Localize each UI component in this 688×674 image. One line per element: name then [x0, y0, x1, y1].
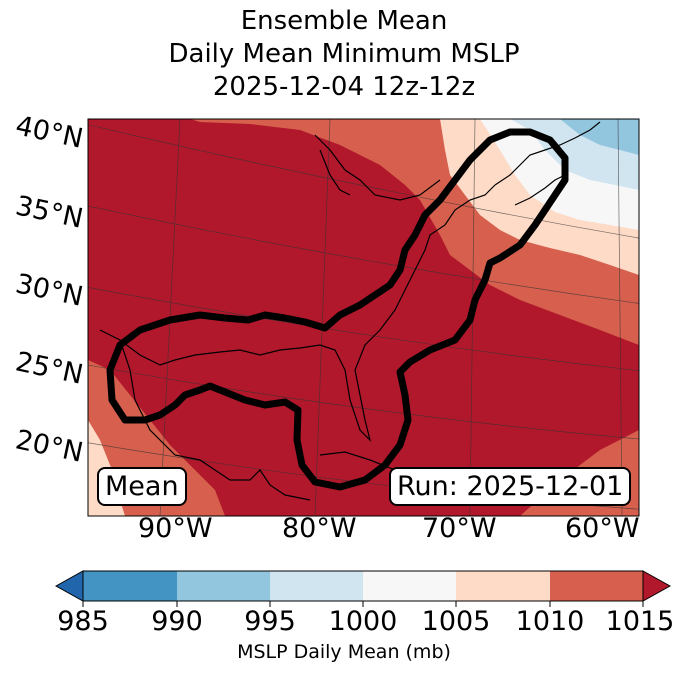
coastline-gulf [99, 184, 496, 442]
colorbar-tick-990: 990 [151, 606, 203, 637]
coastline-greatlakes [314, 134, 441, 201]
colorbar [54, 570, 672, 607]
title-line-3: 2025-12-04 12z-12z [212, 72, 476, 102]
lon-label-60: 60°W [565, 513, 640, 544]
lon-label-80: 80°W [282, 513, 357, 544]
run-label: Run: 2025-12-01 [389, 467, 632, 506]
title-line-1: Ensemble Mean [240, 6, 448, 36]
coastline-newengland [494, 121, 601, 186]
title-line-2: Daily Mean Minimum MSLP [168, 39, 520, 69]
coastline-mexico [119, 339, 311, 501]
contour-area-of-interest [106, 128, 569, 491]
colorbar-label: MSLP Daily Mean (mb) [237, 641, 451, 663]
colorbar-bin-985-990 [83, 571, 177, 601]
map-frame [87, 118, 640, 517]
colorbar-bin-1010-1015 [550, 571, 643, 601]
lat-line-25 [88, 364, 639, 440]
field-990-995 [560, 119, 639, 155]
colorbar-bin-1000-1005 [363, 571, 456, 601]
lon-label-70: 70°W [422, 513, 497, 544]
lat-line-35 [88, 205, 639, 304]
colorbar-tick-1000: 1000 [328, 606, 398, 637]
colorbar-under-extension [54, 570, 84, 602]
colorbar-bin-990-995 [177, 571, 270, 601]
colorbar-over-extension [642, 570, 672, 602]
colorbar-bin-1005-1010 [456, 571, 550, 601]
lon-line-60 [617, 119, 623, 516]
coastline-novascotia [514, 174, 566, 206]
colorbar-bin-995-1000 [270, 571, 363, 601]
colorbar-tick-995: 995 [244, 606, 296, 637]
lon-line-80 [314, 119, 331, 516]
coastline-michigan [319, 149, 351, 196]
lat-line-40 [88, 124, 639, 239]
lat-line-30 [88, 286, 639, 372]
colorbar-tick-1010: 1010 [515, 606, 585, 637]
colorbar-tick-1005: 1005 [421, 606, 491, 637]
colorbar-tick-1015: 1015 [605, 606, 675, 637]
colorbar-tick-985: 985 [57, 606, 109, 637]
mean-label: Mean [97, 467, 187, 506]
lon-label-90: 90°W [138, 513, 213, 544]
